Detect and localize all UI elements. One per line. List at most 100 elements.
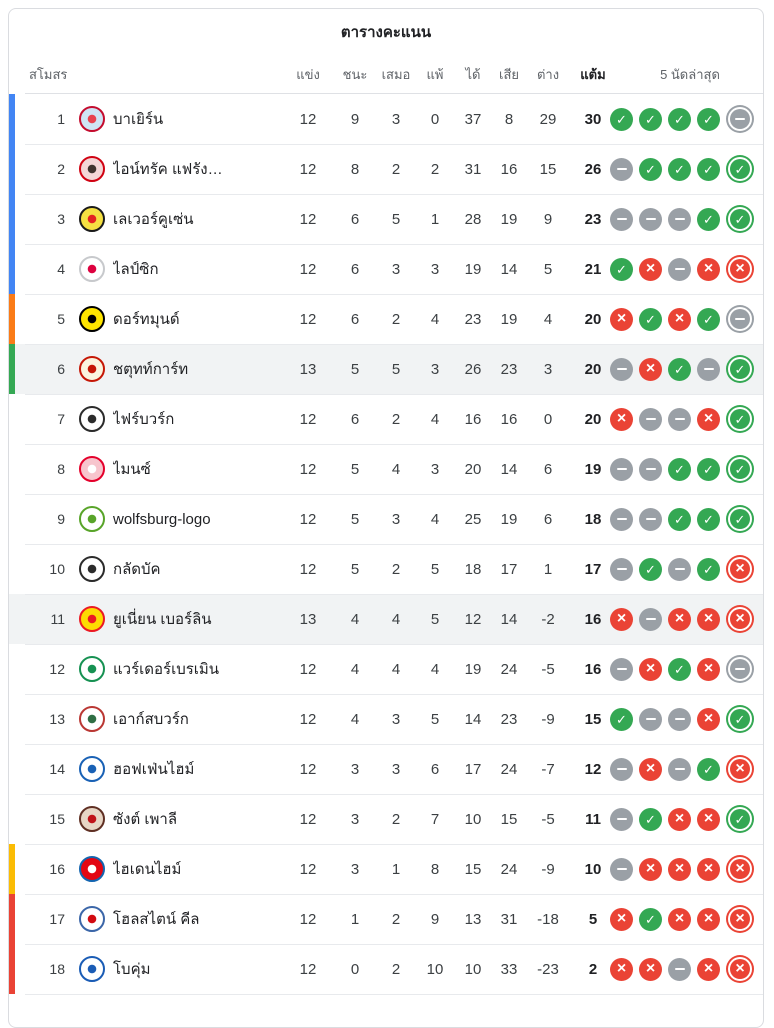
last5-form-icons: × × × × [610, 944, 763, 994]
draw-icon [610, 457, 633, 481]
draw-icon [610, 207, 633, 231]
table-row[interactable]: 5 ดอร์ทมุนด์ 12 6 2 4 23 19 4 20 × ✓ × ✓ [9, 294, 763, 344]
loss-icon: × [610, 907, 633, 931]
header-club: สโมสร [29, 67, 68, 82]
loss-icon: × [697, 657, 720, 681]
table-row[interactable]: 15 ซังต์ เพาลี 12 3 2 7 10 15 -5 11 ✓ × × ✓ [9, 794, 763, 844]
dash-glyph [616, 867, 627, 871]
table-row[interactable]: 12 แวร์เดอร์เบรเมิน 12 4 4 4 19 24 -5 16… [9, 644, 763, 694]
check-glyph: ✓ [674, 461, 685, 477]
standings-table-body: 1 บาเยิร์น 12 9 3 0 37 8 29 30 ✓ ✓ ✓ ✓ 2 ไอ… [9, 94, 763, 994]
table-row[interactable]: 1 บาเยิร์น 12 9 3 0 37 8 29 30 ✓ ✓ ✓ ✓ [9, 94, 763, 144]
cross-glyph: × [735, 609, 745, 627]
won-value: 9 [350, 110, 360, 128]
team-name: ไฟร์บวร์ก [113, 411, 175, 428]
goals-for-value: 18 [464, 560, 482, 578]
loss-icon: × [639, 657, 662, 681]
draw-icon [639, 407, 662, 431]
team-name: เลเวอร์คูเซ่น [113, 211, 194, 228]
dash-glyph [735, 317, 745, 321]
win-latest-icon: ✓ [730, 459, 750, 479]
drawn-value: 2 [391, 810, 401, 828]
played-value: 13 [299, 360, 317, 378]
cross-glyph: × [703, 959, 714, 977]
check-glyph: ✓ [703, 461, 714, 477]
dash-glyph [674, 417, 685, 421]
goal-diff-value: -23 [537, 960, 559, 978]
table-row[interactable]: 8 ไมนซ์ 12 5 4 3 20 14 6 19 ✓ ✓ ✓ [9, 444, 763, 494]
wolfsburg-logo [71, 506, 113, 532]
lost-value: 4 [430, 410, 440, 428]
table-row[interactable]: 4 ไลป์ซิก 12 6 3 3 19 14 5 21 ✓ × × × [9, 244, 763, 294]
rank-number: 4 [57, 261, 65, 277]
cross-glyph: × [735, 259, 745, 277]
team-name: ซังต์ เพาลี [113, 811, 178, 828]
points-value: 30 [584, 110, 602, 128]
cross-glyph: × [616, 909, 627, 927]
win-icon: ✓ [668, 457, 691, 481]
goals-for-value: 14 [464, 710, 482, 728]
cross-glyph: × [674, 909, 685, 927]
table-row[interactable]: 18 โบคุ่ม 12 0 2 10 10 33 -23 2 × × × × [9, 944, 763, 994]
dash-glyph [645, 417, 656, 421]
rank-number: 7 [57, 411, 65, 427]
goals-for-value: 37 [464, 110, 482, 128]
won-value: 5 [350, 360, 360, 378]
goals-against-value: 31 [500, 910, 518, 928]
goal-diff-value: -5 [541, 810, 555, 828]
qualification-zone-bar [9, 794, 15, 844]
rank-number: 2 [57, 161, 65, 177]
loss-icon: × [639, 757, 662, 781]
drawn-value: 2 [391, 560, 401, 578]
table-row[interactable]: 17 โฮลสไตน์ คีล 12 1 2 9 13 31 -18 5 × ✓ ×… [9, 894, 763, 944]
rank-number: 9 [57, 511, 65, 527]
table-row[interactable]: 6 ชตุทท์การ์ท 13 5 5 3 26 23 3 20 × ✓ ✓ [9, 344, 763, 394]
check-glyph: ✓ [674, 511, 685, 527]
gladbach-logo [71, 556, 113, 582]
dash-glyph [674, 767, 685, 771]
team-name: ฮอฟเฟ่นไฮม์ [113, 761, 195, 778]
team-name: ดอร์ทมุนด์ [113, 311, 180, 328]
draw-icon [697, 357, 720, 381]
table-row[interactable]: 16 ไฮเดนไฮม์ 12 3 1 8 15 24 -9 10 × × × × [9, 844, 763, 894]
dash-glyph [616, 667, 627, 671]
team-name: ไฮเดนไฮม์ [113, 861, 182, 878]
goals-for-value: 13 [464, 910, 482, 928]
table-row[interactable]: 7 ไฟร์บวร์ก 12 6 2 4 16 16 0 20 × × ✓ [9, 394, 763, 444]
played-value: 12 [299, 960, 317, 978]
table-row[interactable]: 9 wolfsburg-logo 12 5 3 4 25 19 6 18 ✓ ✓ ✓ [9, 494, 763, 544]
drawn-value: 3 [391, 510, 401, 528]
team-name: ไลป์ซิก [113, 261, 159, 278]
draw-icon [668, 957, 691, 981]
goals-against-value: 14 [500, 610, 518, 628]
table-row[interactable]: 14 ฮอฟเฟ่นไฮม์ 12 3 3 6 17 24 -7 12 × ✓ × [9, 744, 763, 794]
points-value: 23 [584, 210, 602, 228]
win-icon: ✓ [668, 107, 691, 131]
won-value: 1 [350, 910, 360, 928]
team-name: ยูเนี่ยน เบอร์ลิน [113, 611, 212, 628]
loss-icon: × [639, 257, 662, 281]
qualification-zone-bar [9, 244, 15, 294]
goal-diff-value: -9 [541, 710, 555, 728]
last5-form-icons: ✓ ✓ × [610, 544, 763, 594]
won-value: 8 [350, 160, 360, 178]
table-row[interactable]: 3 เลเวอร์คูเซ่น 12 6 5 1 28 19 9 23 ✓ ✓ [9, 194, 763, 244]
draw-latest-icon [730, 309, 750, 329]
table-row[interactable]: 10 กลัดบัค 12 5 2 5 18 17 1 17 ✓ ✓ × [9, 544, 763, 594]
check-glyph: ✓ [616, 111, 627, 127]
rank-number: 11 [50, 611, 65, 627]
draw-icon [668, 707, 691, 731]
lost-value: 7 [430, 810, 440, 828]
table-row[interactable]: 2 ไอน์ทรัค แฟรัง… 12 8 2 2 31 16 15 26 ✓… [9, 144, 763, 194]
last5-form-icons: ✓ × ✓ [610, 694, 763, 744]
dash-glyph [616, 817, 627, 821]
team-name: โบคุ่ม [113, 961, 151, 978]
qualification-zone-bar [9, 944, 15, 994]
table-row[interactable]: 11 ยูเนี่ยน เบอร์ลิน 13 4 4 5 12 14 -2 1… [9, 594, 763, 644]
dash-glyph [674, 217, 685, 221]
lost-value: 3 [430, 260, 440, 278]
loss-icon: × [697, 707, 720, 731]
check-glyph: ✓ [734, 811, 746, 827]
table-row[interactable]: 13 เอาก์สบวร์ก 12 4 3 5 14 23 -9 15 ✓ × ✓ [9, 694, 763, 744]
win-icon: ✓ [668, 157, 691, 181]
